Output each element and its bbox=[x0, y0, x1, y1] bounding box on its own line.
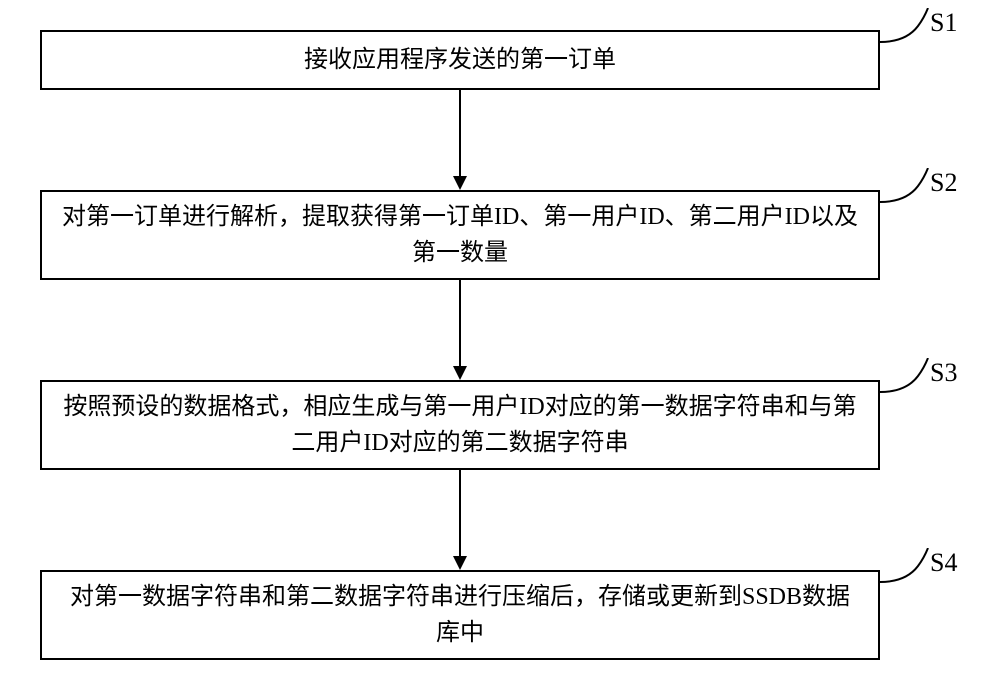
flow-node-s2-text: 对第一订单进行解析，提取获得第一订单ID、第一用户ID、第二用户ID以及第一数量 bbox=[62, 199, 858, 271]
step-label-s3: S3 bbox=[930, 358, 957, 388]
arrow-s1-s2 bbox=[450, 90, 470, 190]
flow-node-s4: 对第一数据字符串和第二数据字符串进行压缩后，存储或更新到SSDB数据库中 bbox=[40, 570, 880, 660]
flow-node-s4-text: 对第一数据字符串和第二数据字符串进行压缩后，存储或更新到SSDB数据库中 bbox=[62, 579, 858, 651]
flow-node-s2: 对第一订单进行解析，提取获得第一订单ID、第一用户ID、第二用户ID以及第一数量 bbox=[40, 190, 880, 280]
flow-node-s1-text: 接收应用程序发送的第一订单 bbox=[304, 42, 616, 78]
step-label-s2: S2 bbox=[930, 168, 957, 198]
s4-connector-curve bbox=[880, 548, 930, 588]
arrow-s2-s3 bbox=[450, 280, 470, 380]
s2-connector-curve bbox=[880, 168, 930, 208]
arrow-s3-s4 bbox=[450, 470, 470, 570]
flow-node-s3-text: 按照预设的数据格式，相应生成与第一用户ID对应的第一数据字符串和与第二用户ID对… bbox=[62, 389, 858, 461]
step-label-s4: S4 bbox=[930, 548, 957, 578]
flowchart-container: 接收应用程序发送的第一订单 S1 对第一订单进行解析，提取获得第一订单ID、第一… bbox=[0, 0, 1000, 690]
flow-node-s1: 接收应用程序发送的第一订单 bbox=[40, 30, 880, 90]
s1-connector-curve bbox=[880, 8, 930, 48]
flow-node-s3: 按照预设的数据格式，相应生成与第一用户ID对应的第一数据字符串和与第二用户ID对… bbox=[40, 380, 880, 470]
step-label-s1: S1 bbox=[930, 8, 957, 38]
s3-connector-curve bbox=[880, 358, 930, 398]
